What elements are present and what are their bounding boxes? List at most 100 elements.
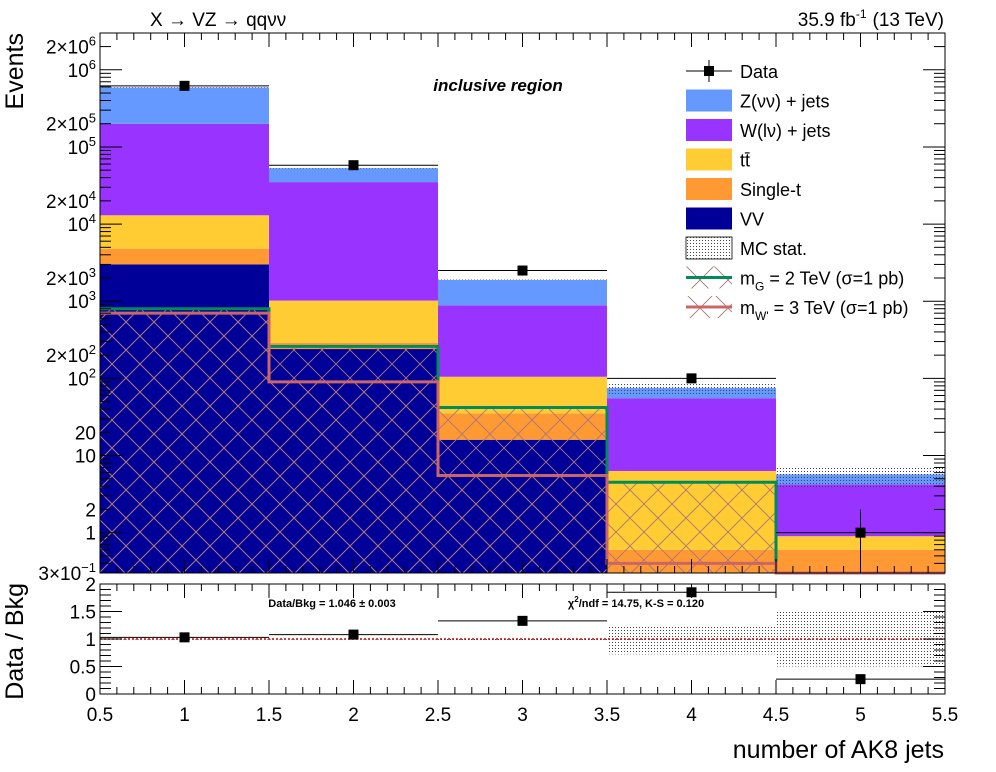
- y-tick-label: 102: [68, 365, 96, 390]
- x-tick-label: 0.5: [87, 705, 113, 726]
- y-tick-mantissa: 2×10: [46, 192, 89, 213]
- legend-swatch: [686, 119, 732, 141]
- legend: Data Z(νν) + jets W(lν) + jets tt̄ Single-t V…: [685, 60, 909, 323]
- y-tick-mantissa: 10: [68, 61, 89, 82]
- legend-label: Single-t: [740, 180, 801, 200]
- x-tick-label: 3: [517, 705, 528, 726]
- y-tick-mantissa: 2×10: [46, 269, 89, 290]
- legend-entry-7: MC stat.: [685, 236, 807, 260]
- y-tick-mantissa: 10: [68, 292, 89, 313]
- legend-entry-1: Data: [686, 60, 779, 82]
- data-point-3: [517, 265, 528, 276]
- data-point-1: [179, 80, 190, 91]
- ratio-y-axis-title: Data / Bkg: [1, 583, 29, 700]
- bar-z-jets-bin-3: [438, 279, 607, 306]
- ratio-annotation: Data/Bkg = 1.046 ± 0.003: [268, 598, 395, 610]
- legend-label: VV: [740, 210, 764, 230]
- y-tick-mantissa: 20: [75, 423, 96, 444]
- y-tick-exponent: 6: [89, 34, 96, 49]
- data-point-2: [348, 160, 359, 171]
- x-tick-label: 2: [348, 705, 359, 726]
- legend-label: mG = 2 TeV (σ=1 pb): [740, 269, 904, 294]
- mc-stat-band-bin-3: [438, 279, 607, 281]
- y-tick-label: 2×102: [46, 342, 96, 367]
- x-tick-label: 3.5: [594, 705, 620, 726]
- legend-label: Data: [740, 62, 779, 82]
- bar-tt--bin-2: [269, 300, 438, 343]
- y-tick-exponent: 4: [89, 211, 96, 226]
- signal-overlays: [100, 307, 945, 575]
- bar-w-l-jets-bin-2: [269, 182, 438, 301]
- y-tick-exponent: −1: [81, 560, 96, 575]
- y-tick-mantissa: 10: [75, 447, 96, 468]
- y-tick-exponent: 2: [89, 342, 96, 357]
- legend-entry-4: tt̄: [686, 148, 750, 171]
- ratio-y-tick-label: 2: [85, 575, 96, 596]
- lumi-value: 35.9 fb: [798, 10, 856, 31]
- legend-swatch: [686, 148, 732, 171]
- chi2-annotation: χ2/ndf = 14.75, K-S = 0.120: [568, 595, 704, 610]
- x-tick-label: 1: [179, 705, 190, 726]
- energy-label: (13 TeV): [873, 10, 944, 31]
- y-tick-exponent: 5: [89, 111, 96, 126]
- bar-z-jets-bin-1: [100, 87, 269, 124]
- y-tick-label: 2: [85, 500, 96, 521]
- y-tick-mantissa: 10: [68, 369, 89, 390]
- mc-stat-band-bin-5: [776, 466, 945, 488]
- legend-label: MC stat.: [740, 239, 807, 259]
- bar-z-jets-bin-2: [269, 168, 438, 183]
- y-tick-mantissa: 3×10: [38, 564, 81, 585]
- main-plot-panel: 3×10−11210201022×1021032×1031042×1041052…: [38, 32, 946, 585]
- ratio-point-3: [517, 615, 528, 626]
- legend-label: tt̄: [740, 151, 750, 171]
- ratio-point-5: [855, 674, 866, 685]
- y-tick-label: 3×10−1: [38, 560, 96, 585]
- y-tick-label: 2×104: [46, 188, 96, 213]
- main-axes: 3×10−11210201022×1021032×1031042×1041052…: [38, 32, 946, 585]
- y-tick-mantissa: 2×10: [46, 346, 89, 367]
- y-tick-mantissa: 10: [68, 138, 89, 159]
- y-tick-exponent: 4: [89, 188, 96, 203]
- ratio-panel: 00.511.520.5 1 1.5 2 2.5 3 3.5 4 4.5 5 5.5: [70, 575, 959, 726]
- ratio-y-tick-label: 1.5: [70, 603, 96, 624]
- ratio-uncertainty-band: [100, 611, 945, 667]
- legend-swatch: [686, 178, 732, 200]
- y-tick-exponent: 2: [89, 365, 96, 380]
- mc-stat-band: [100, 87, 945, 488]
- lumi-unit-exponent: -1: [856, 7, 867, 21]
- y-tick-mantissa: 10: [68, 215, 89, 236]
- x-tick-label: 5.5: [932, 705, 958, 726]
- ratio-axes: 00.511.520.5 1 1.5 2 2.5 3 3.5 4 4.5 5 5.5: [70, 575, 959, 726]
- legend-entry-3: W(lν) + jets: [686, 119, 831, 141]
- legend-label: Z(νν) + jets: [740, 92, 830, 112]
- legend-entry-9: mW' = 3 TeV (σ=1 pb): [686, 296, 909, 323]
- bar-tt--bin-1: [100, 215, 269, 249]
- y-tick-label: 20: [75, 423, 96, 444]
- x-tick-label: 5: [855, 705, 866, 726]
- ratio-band-bin-4: [607, 626, 776, 655]
- data-point-5: [855, 527, 866, 538]
- legend-entry-6: VV: [686, 207, 764, 230]
- y-tick-label: 2×103: [46, 265, 96, 290]
- y-tick-label: 105: [68, 134, 96, 159]
- x-axis-title: number of AK8 jets: [733, 736, 944, 764]
- signal-hatch-1: [100, 308, 945, 573]
- x-tick-label: 4.5: [763, 705, 789, 726]
- x-tick-label: 4: [686, 705, 697, 726]
- y-tick-label: 2×106: [46, 34, 96, 59]
- legend-label: mW' = 3 TeV (σ=1 pb): [740, 298, 909, 323]
- legend-entry-2: Z(νν) + jets: [686, 89, 830, 112]
- mc-stat-band-bin-4: [607, 381, 776, 395]
- y-tick-label: 104: [68, 211, 96, 236]
- legend-swatch: [686, 207, 732, 230]
- ratio-band-bin-3: [438, 637, 607, 641]
- y-tick-exponent: 5: [89, 134, 96, 149]
- y-tick-label: 2×105: [46, 111, 96, 136]
- y-axis-title: Events: [1, 33, 29, 109]
- y-tick-exponent: 3: [89, 288, 96, 303]
- legend-entry-8: mG = 2 TeV (σ=1 pb): [686, 266, 904, 294]
- y-tick-mantissa: 2: [85, 500, 96, 521]
- y-tick-exponent: 3: [89, 265, 96, 280]
- ratio-point-2: [348, 629, 359, 640]
